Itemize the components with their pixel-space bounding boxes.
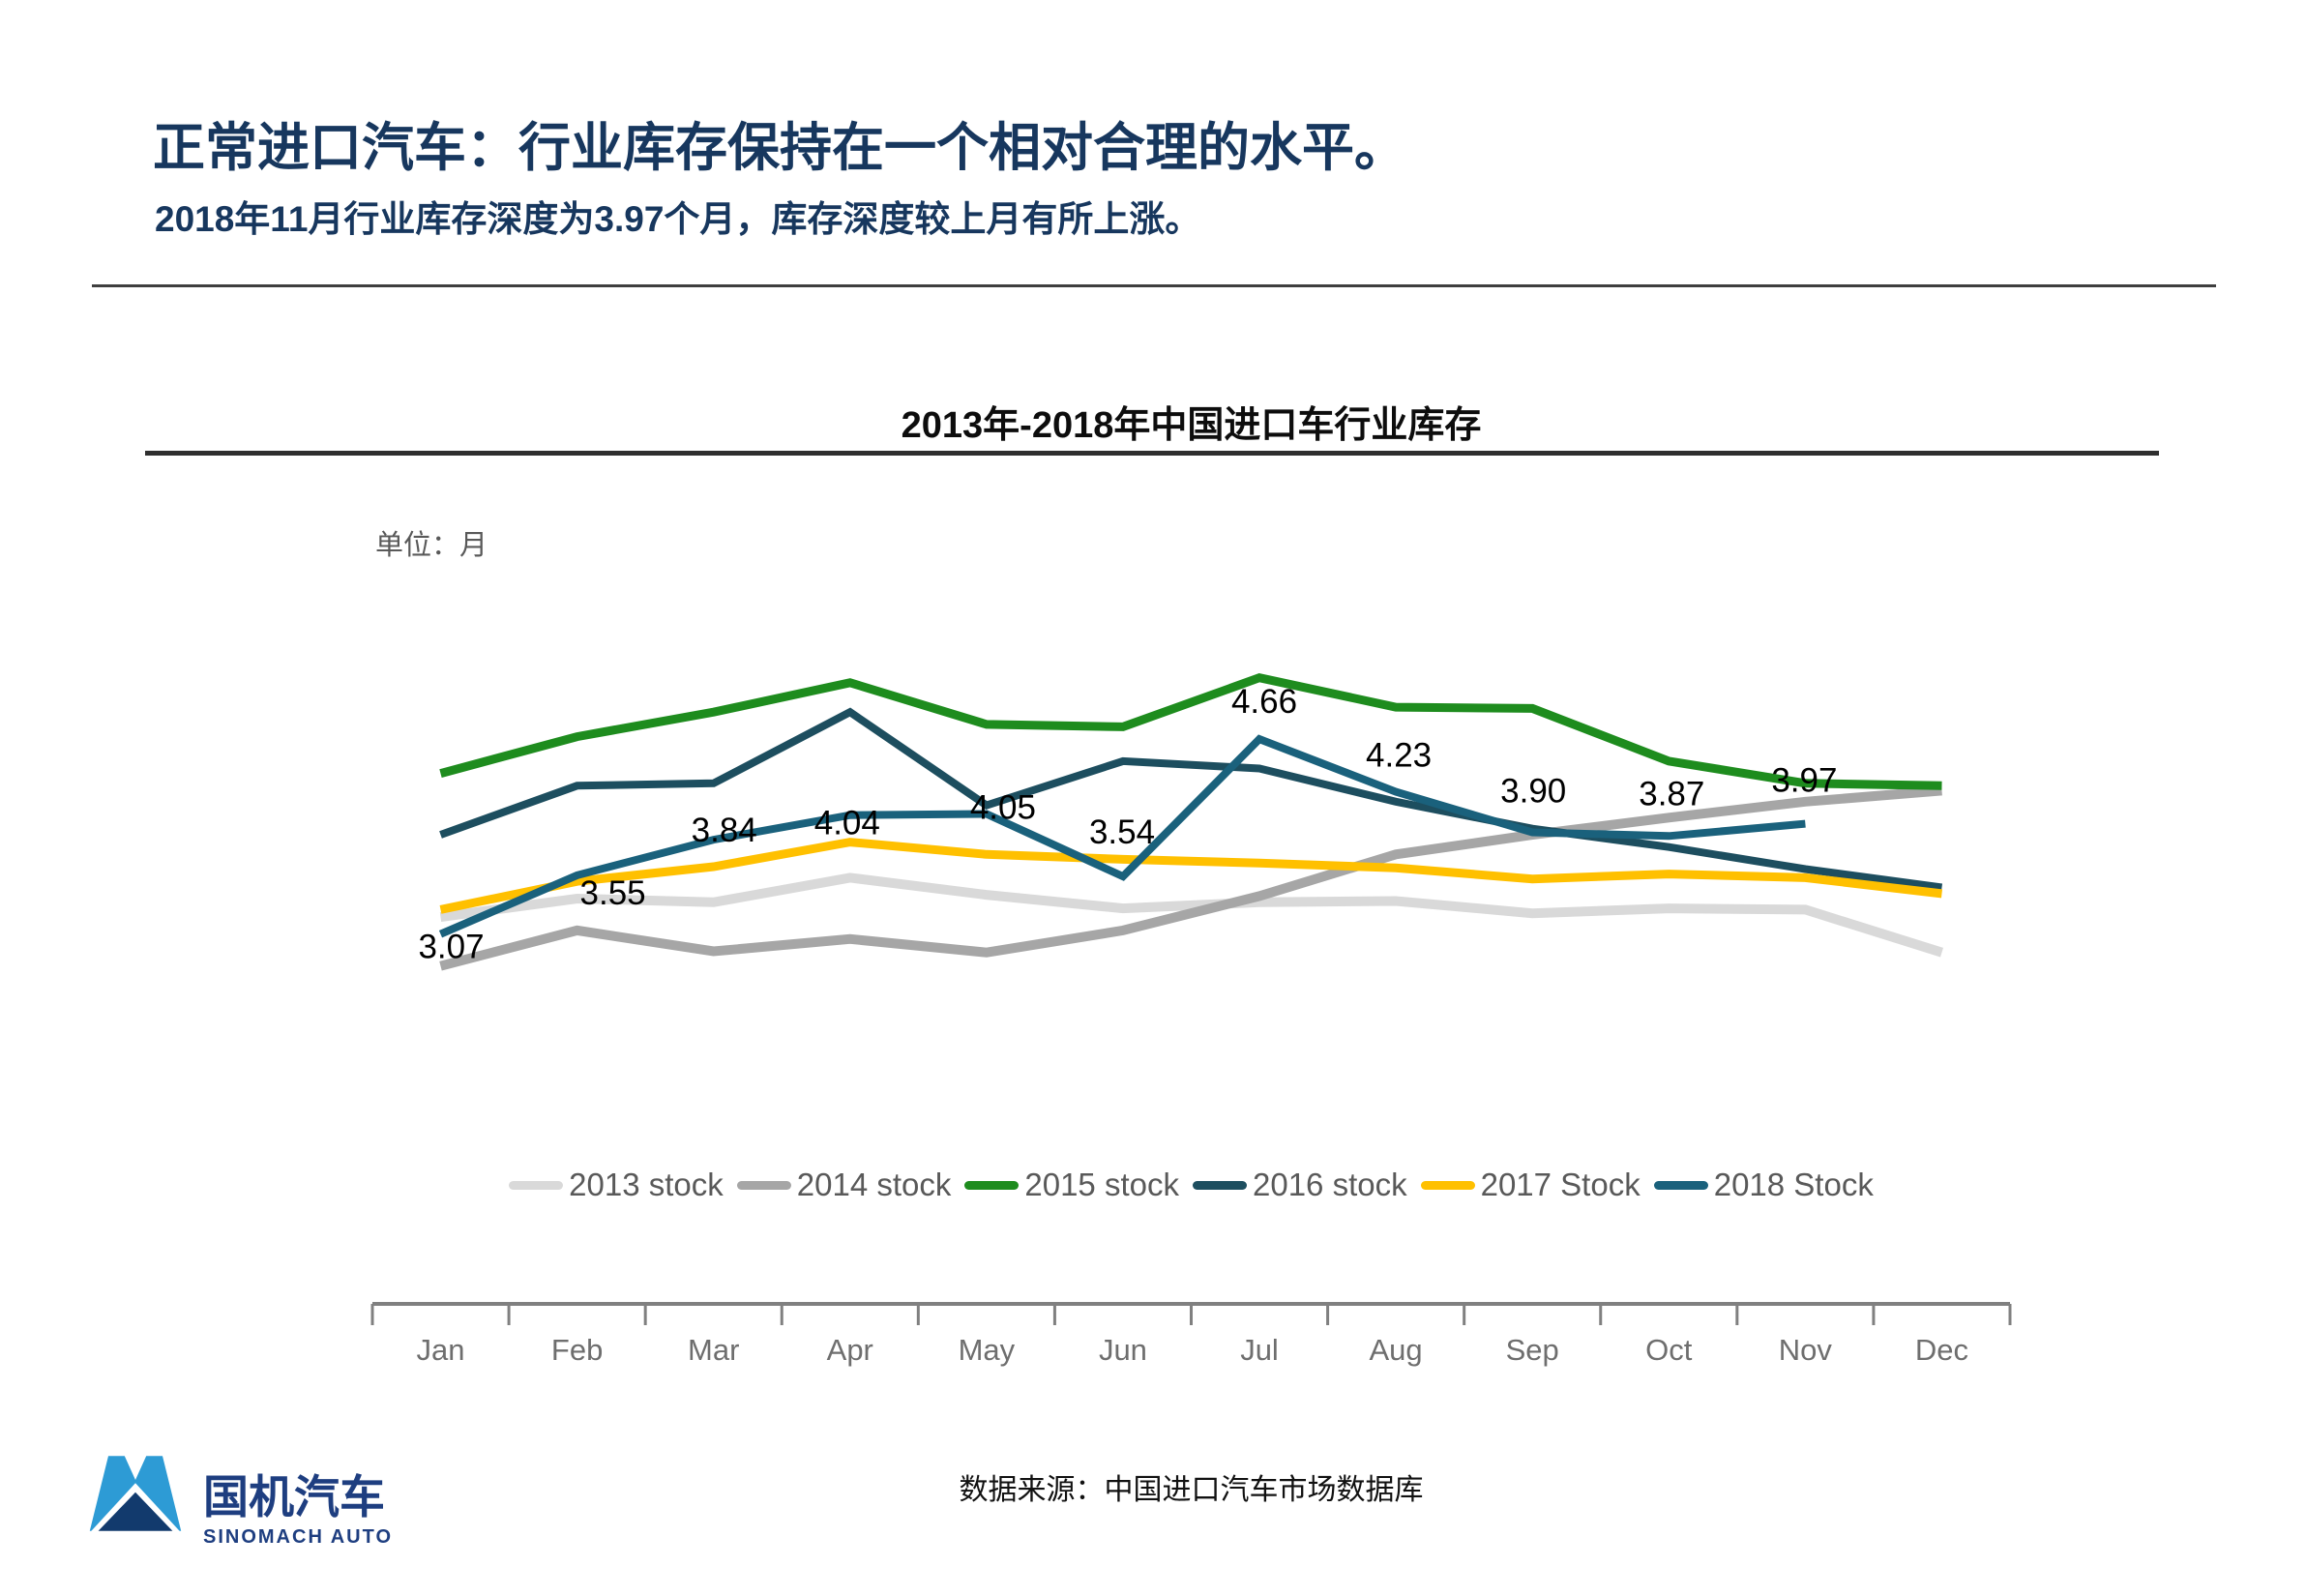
month-label-nov: Nov — [1778, 1333, 1832, 1367]
legend-item-2014-stock: 2014 stock — [736, 1167, 952, 1203]
series-line-2013-stock — [439, 872, 1943, 958]
data-label: 3.87 — [1639, 775, 1704, 813]
series-line-2014-stock — [439, 785, 1942, 971]
legend-label: 2015 stock — [1024, 1167, 1179, 1202]
data-label: 3.84 — [692, 812, 757, 849]
unit-label: 单位：月 — [375, 530, 488, 561]
data-label: 3.55 — [580, 874, 646, 912]
legend-swatch — [1653, 1180, 1708, 1190]
legend-swatch — [964, 1180, 1020, 1190]
data-source: 数据来源：中国进口汽车市场数据库 — [959, 1474, 1424, 1506]
series-line-2016-stock — [439, 707, 1943, 892]
x-axis-labels: Jan Feb Mar Apr May Jun Jul Aug Sep Oct Nov Dec — [372, 1333, 2010, 1368]
legend-item-2017-stock: 2017 Stock — [1420, 1167, 1641, 1203]
month-label-dec: Dec — [1914, 1333, 1968, 1367]
legend-label: 2013 stock — [569, 1167, 724, 1202]
month-label-apr: Apr — [826, 1333, 873, 1367]
month-label-sep: Sep — [1505, 1333, 1559, 1367]
month-label-jul: Jul — [1240, 1333, 1279, 1367]
chart-title-underline — [145, 451, 2159, 456]
month-label-jun: Jun — [1098, 1333, 1147, 1367]
legend-label: 2017 Stock — [1480, 1167, 1641, 1202]
data-label: 3.07 — [418, 929, 484, 966]
legend-label: 2014 stock — [796, 1167, 952, 1202]
month-label-aug: Aug — [1369, 1333, 1423, 1367]
series-line-2018-stock — [438, 734, 1806, 938]
legend-swatch — [509, 1180, 564, 1190]
month-label-mar: Mar — [688, 1333, 740, 1367]
data-label: 4.04 — [814, 805, 880, 842]
legend-swatch — [736, 1180, 791, 1190]
legend-label: 2016 stock — [1252, 1167, 1407, 1202]
legend-item-2013-stock: 2013 stock — [509, 1167, 724, 1203]
legend-swatch — [1192, 1180, 1247, 1190]
data-label: 4.23 — [1366, 737, 1432, 775]
series-line-2017-stock — [439, 838, 1943, 914]
month-label-jan: Jan — [416, 1333, 465, 1367]
data-label: 4.05 — [970, 789, 1036, 827]
logo-subname: SINOMACH AUTO — [203, 1525, 393, 1548]
data-label: 3.90 — [1500, 773, 1566, 811]
month-label-feb: Feb — [550, 1333, 604, 1367]
header-divider — [92, 284, 2216, 287]
page-subtitle: 2018年11月行业库存深度为3.97个月，库存深度较上月有所上涨。 — [155, 199, 1201, 239]
data-label: 4.66 — [1231, 683, 1297, 721]
legend-item-2018-stock: 2018 Stock — [1653, 1167, 1874, 1203]
series-line-2015-stock — [439, 673, 1942, 790]
chart-legend: 2013 stock 2014 stock 2015 stock 2016 stock… — [334, 1167, 2049, 1203]
legend-swatch — [1420, 1180, 1475, 1190]
legend-item-2016-stock: 2016 stock — [1192, 1167, 1407, 1203]
legend-label: 2018 Stock — [1713, 1167, 1874, 1202]
month-label-may: May — [958, 1333, 1016, 1367]
data-label: 3.97 — [1771, 762, 1837, 800]
sinomach-logo-icon — [89, 1456, 182, 1532]
page-title: 正常进口汽车：行业库存保持在一个相对合理的水平。 — [153, 119, 1406, 177]
legend-item-2015-stock: 2015 stock — [964, 1167, 1179, 1203]
company-logo: 国机汽车 SINOMACH AUTO — [85, 1449, 393, 1549]
data-label: 3.54 — [1089, 813, 1155, 851]
month-label-oct: Oct — [1645, 1333, 1693, 1367]
logo-name: 国机汽车 — [203, 1471, 385, 1522]
chart-title: 2013年-2018年中国进口车行业库存 — [901, 405, 1482, 446]
